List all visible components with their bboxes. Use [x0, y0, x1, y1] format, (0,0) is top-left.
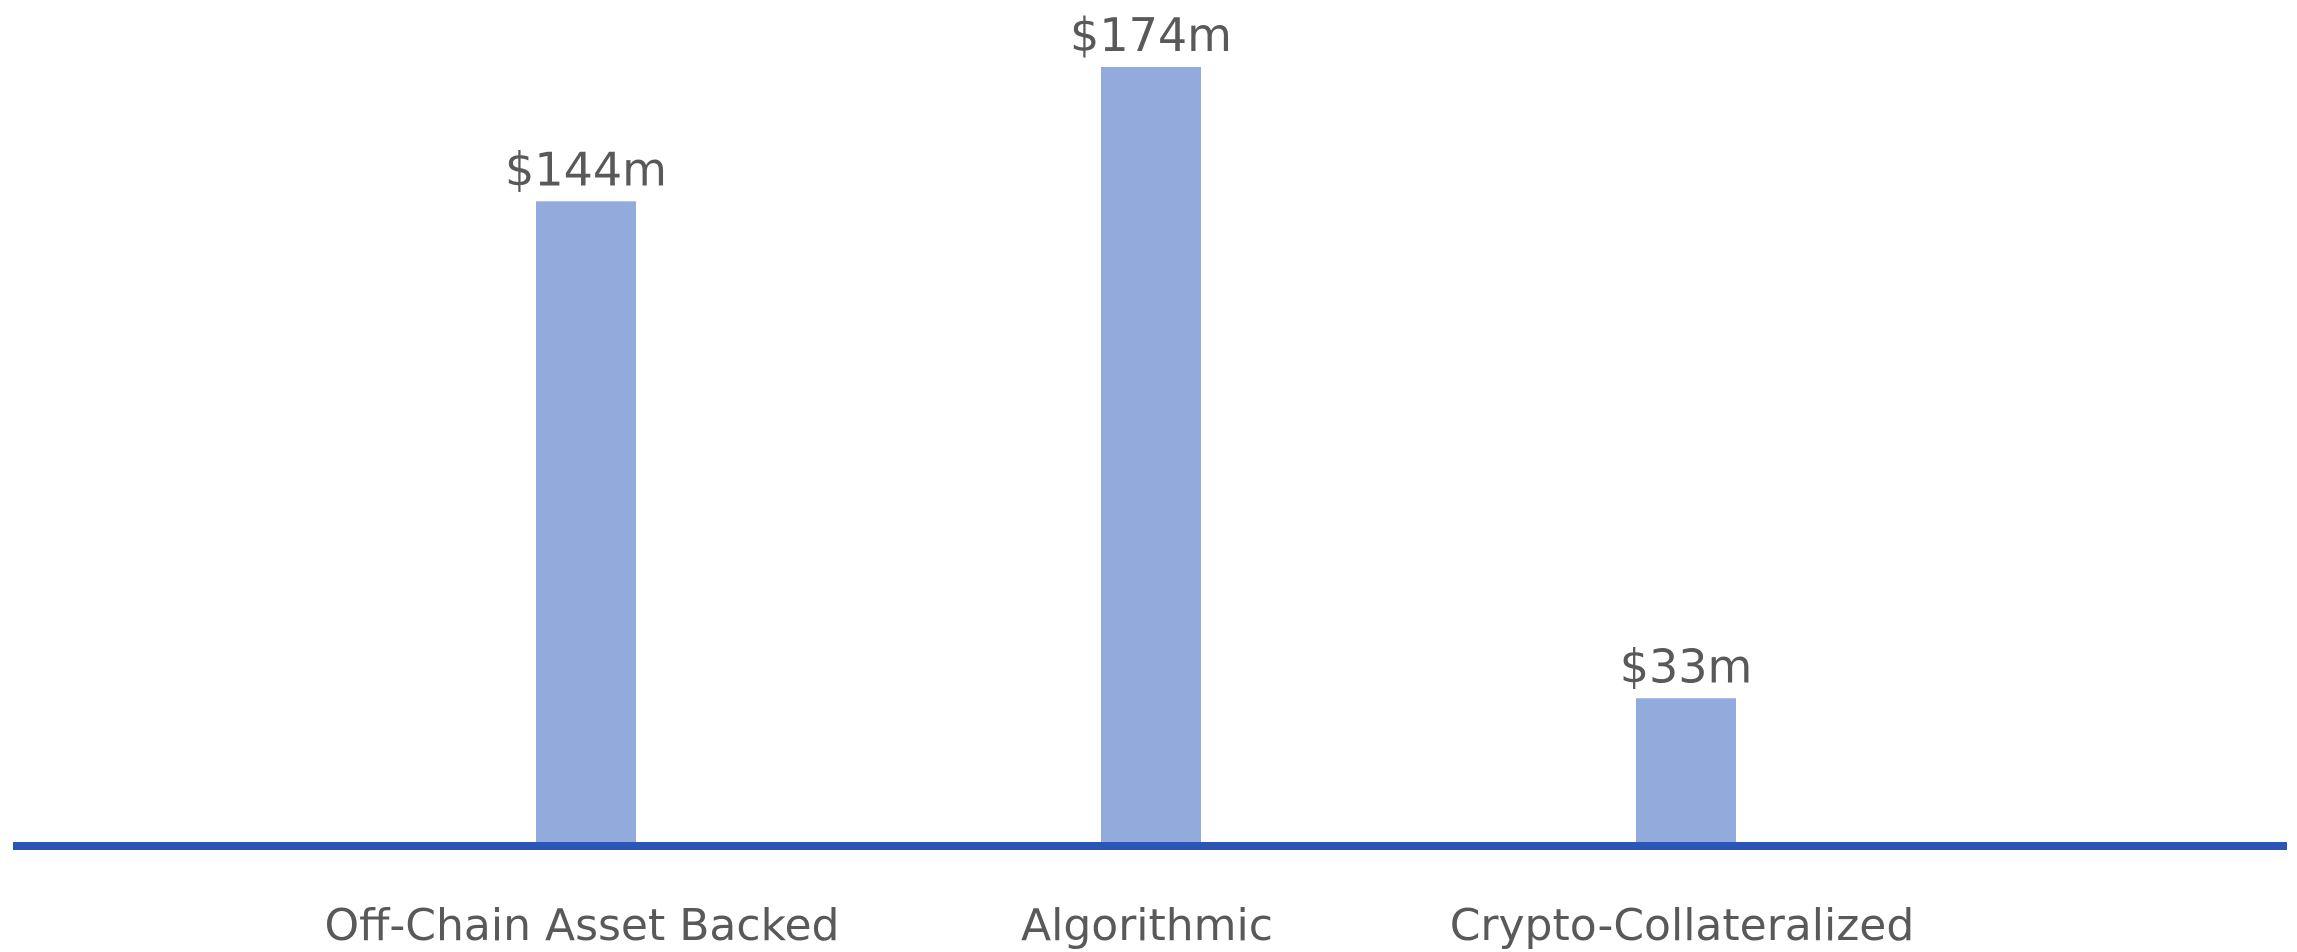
- x-tick-label: Crypto-Collateralized: [1450, 900, 1915, 951]
- bar-algorithmic: [1101, 67, 1201, 846]
- x-tick-label: Off-Chain Asset Backed: [324, 900, 839, 951]
- data-label: $174m: [1070, 8, 1232, 62]
- x-tick-label: Algorithmic: [1021, 900, 1273, 951]
- bar-off-chain-asset-backed: [536, 201, 636, 846]
- labels-group: $144m Off-Chain Asset Backed $174m Algorith…: [324, 8, 1914, 951]
- bars-group: [536, 67, 1736, 846]
- bar-crypto-collateralized: [1636, 698, 1736, 846]
- data-label: $33m: [1620, 639, 1753, 693]
- data-label: $144m: [505, 142, 667, 196]
